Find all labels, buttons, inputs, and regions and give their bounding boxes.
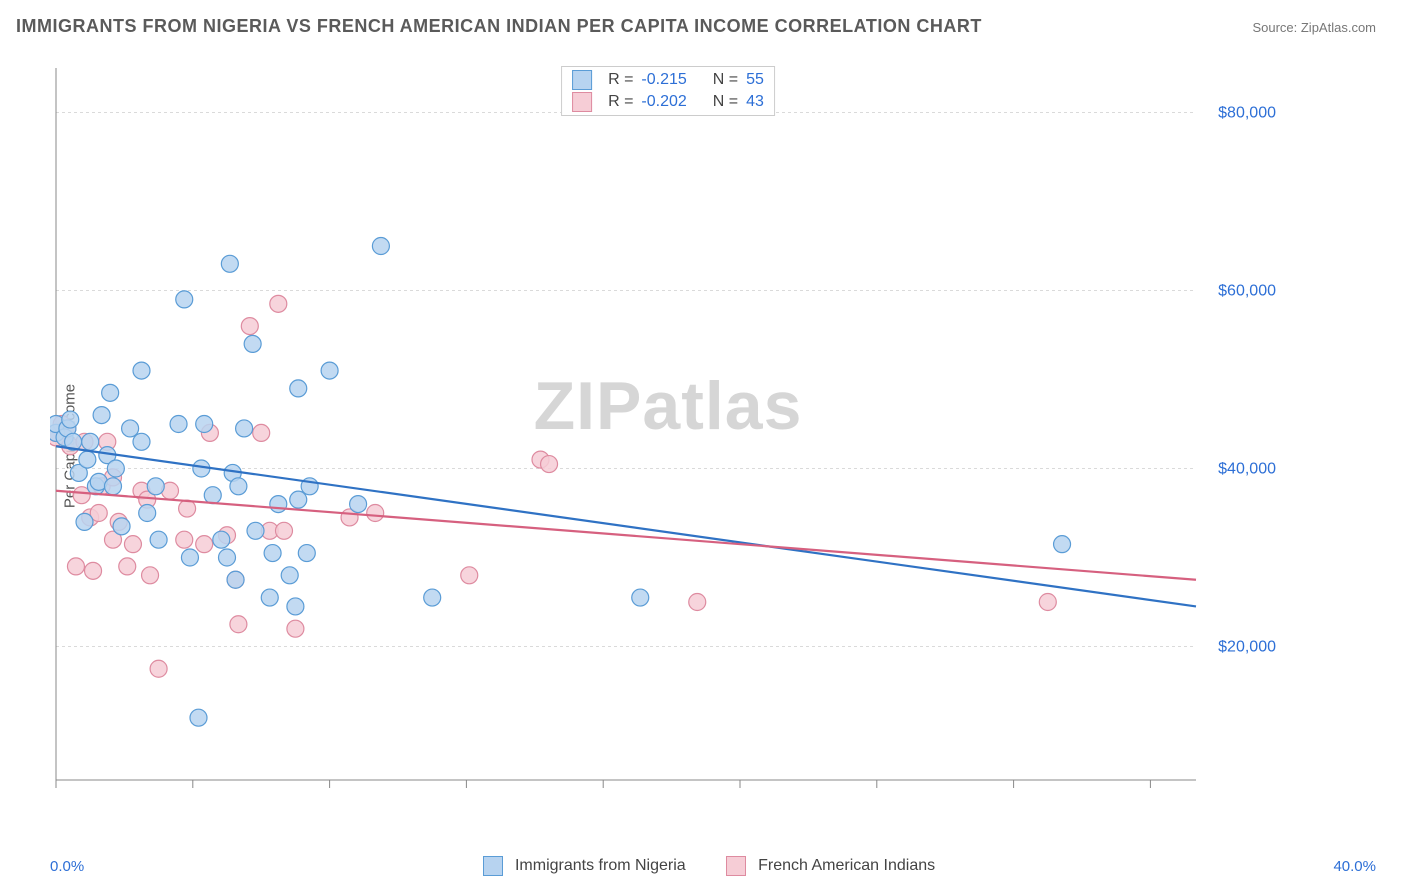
svg-text:$60,000: $60,000	[1218, 283, 1276, 300]
legend-row-blue: R = -0.215 N = 55	[572, 70, 764, 90]
legend-swatch-blue	[572, 70, 592, 90]
source-label: Source: ZipAtlas.com	[1252, 20, 1376, 35]
x-axis-bar: 0.0% Immigrants from Nigeria French Amer…	[50, 850, 1376, 882]
svg-text:$40,000: $40,000	[1218, 461, 1276, 478]
svg-text:$80,000: $80,000	[1218, 105, 1276, 122]
legend-swatch-blue-icon	[483, 856, 503, 876]
legend-item-pink: French American Indians	[726, 856, 935, 876]
chart-title: IMMIGRANTS FROM NIGERIA VS FRENCH AMERIC…	[16, 16, 982, 37]
series-legend: Immigrants from Nigeria French American …	[483, 856, 936, 876]
legend-item-blue: Immigrants from Nigeria	[483, 856, 686, 876]
chart-container: IMMIGRANTS FROM NIGERIA VS FRENCH AMERIC…	[0, 0, 1406, 892]
x-max-label: 40.0%	[1333, 858, 1376, 875]
legend-row-pink: R = -0.202 N = 43	[572, 92, 764, 112]
correlation-legend: R = -0.215 N = 55 R = -0.202 N = 43	[561, 66, 775, 116]
legend-swatch-pink-icon	[726, 856, 746, 876]
x-min-label: 0.0%	[50, 858, 84, 875]
scatter-svg: $20,000 $40,000 $60,000 $80,000	[50, 62, 1286, 810]
plot-area: $20,000$40,000$60,000$80,000 ZIPatlas R …	[50, 62, 1286, 810]
legend-swatch-pink	[572, 92, 592, 112]
svg-text:$20,000: $20,000	[1218, 639, 1276, 656]
